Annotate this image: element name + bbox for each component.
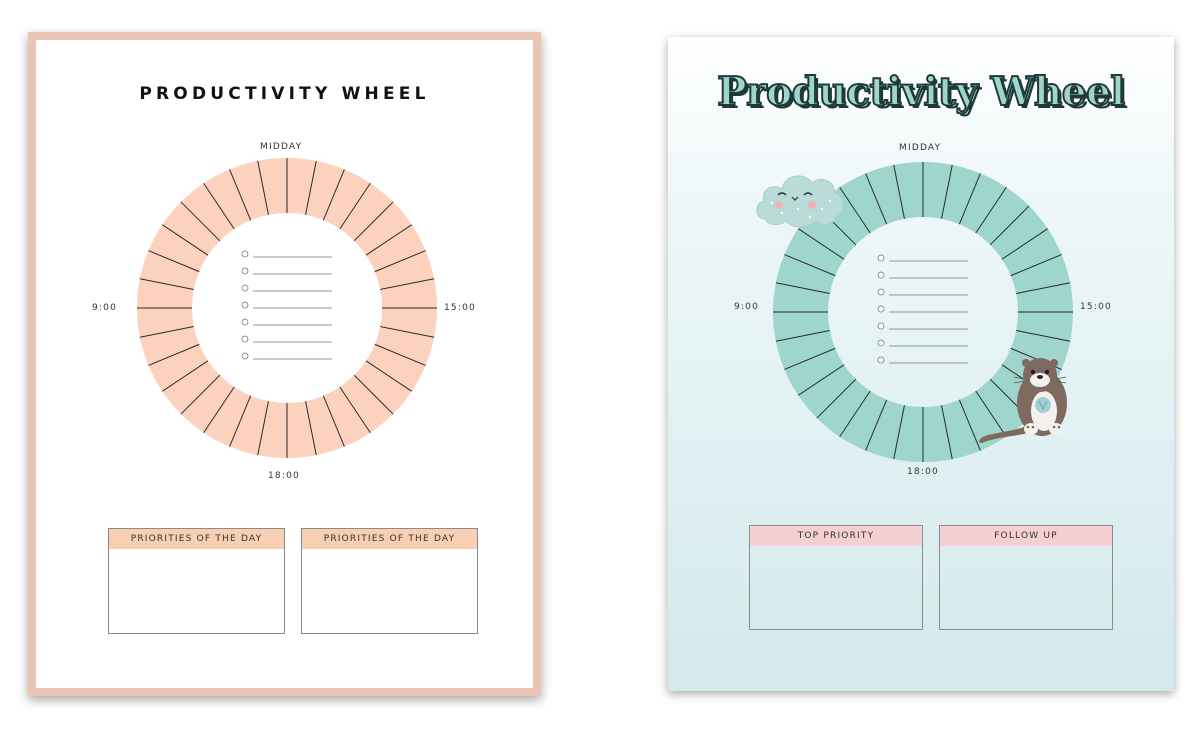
checkbox-icon <box>877 288 885 296</box>
checkbox-icon <box>241 352 249 360</box>
otter-illustration <box>979 358 1067 443</box>
label-midday: MIDDAY <box>899 143 942 153</box>
wheel-divider <box>203 183 235 230</box>
wheel-divider <box>893 164 905 219</box>
checkbox-icon <box>877 305 885 313</box>
wheel-divider <box>958 173 981 225</box>
label-15: 15:00 <box>1080 302 1112 312</box>
wheel-divider <box>148 343 200 366</box>
priorities-box[interactable]: PRIORITIES OF THE DAY <box>108 528 285 634</box>
wheel-divider <box>229 395 252 447</box>
wheel-divider <box>162 360 209 392</box>
wheel-divider <box>180 201 221 242</box>
label-18: 18:00 <box>907 467 939 477</box>
checkbox-icon <box>877 271 885 279</box>
sheet-title: PRODUCTIVITY WHEEL <box>139 84 430 104</box>
planner-sheet-mint: Productivity Wheel MIDDAY 9:00 15:00 18:… <box>668 37 1174 691</box>
wheel-divider <box>1001 228 1048 260</box>
label-9: 9:00 <box>734 302 760 312</box>
wheel-divider <box>798 364 845 396</box>
box-heading: TOP PRIORITY <box>750 526 922 546</box>
wheel-divider <box>380 326 435 338</box>
wheel-divider <box>1016 330 1071 342</box>
wheel-divider <box>162 224 209 256</box>
label-18: 18:00 <box>268 471 300 481</box>
label-15: 15:00 <box>444 303 476 313</box>
wheel-divider <box>865 399 888 451</box>
wheel-divider <box>339 183 371 230</box>
wheel-divider <box>353 201 394 242</box>
checkbox-icon <box>241 267 249 275</box>
wheel-divider <box>257 401 269 456</box>
wheel-divider <box>353 374 394 415</box>
wheel-divider <box>975 187 1007 234</box>
wheel-divider <box>139 278 194 290</box>
wheel-divider <box>203 386 235 433</box>
box-heading: PRIORITIES OF THE DAY <box>109 529 284 549</box>
wheel-divider <box>229 169 252 221</box>
checkbox-icon <box>241 318 249 326</box>
cloud-illustration <box>756 175 844 228</box>
wheel-divider <box>941 164 953 219</box>
wheel-divider <box>305 401 317 456</box>
follow-up-box[interactable]: FOLLOW UP <box>939 525 1113 630</box>
wheel-divider <box>816 378 857 419</box>
productivity-wheel <box>137 158 437 458</box>
wheel-divider <box>322 395 345 447</box>
checkbox-icon <box>241 335 249 343</box>
wheel-divider <box>380 278 435 290</box>
wheel-divider <box>975 390 1007 437</box>
label-midday: MIDDAY <box>260 142 303 152</box>
wheel-divider <box>958 399 981 451</box>
checkbox-icon <box>877 254 885 262</box>
wheel-divider <box>893 405 905 460</box>
wheel-divider <box>305 160 317 215</box>
box-heading: FOLLOW UP <box>940 526 1112 546</box>
checkbox-icon <box>241 301 249 309</box>
label-9: 9:00 <box>92 303 118 313</box>
wheel-divider <box>839 390 871 437</box>
wheel-divider <box>257 160 269 215</box>
box-heading: PRIORITIES OF THE DAY <box>302 529 477 549</box>
checkbox-icon <box>241 284 249 292</box>
wheel-divider <box>139 326 194 338</box>
wheel-divider <box>839 187 871 234</box>
wheel-divider <box>775 330 830 342</box>
checkbox-icon <box>241 250 249 258</box>
wheel-divider <box>941 405 953 460</box>
wheel-divider <box>775 282 830 294</box>
wheel-divider <box>339 386 371 433</box>
wheel-divider <box>784 254 836 277</box>
top-priority-box[interactable]: TOP PRIORITY <box>749 525 923 630</box>
checkbox-icon <box>877 356 885 364</box>
sheet-title: Productivity Wheel <box>716 68 1126 116</box>
wheel-divider <box>989 205 1030 246</box>
wheel-divider <box>784 347 836 370</box>
wheel-divider <box>1010 254 1062 277</box>
wheel-divider <box>374 343 426 366</box>
wheel-divider <box>1016 282 1071 294</box>
checkbox-icon <box>877 322 885 330</box>
wheel-divider <box>148 250 200 273</box>
wheel-divider <box>798 228 845 260</box>
wheel-divider <box>180 374 221 415</box>
wheel-divider <box>865 173 888 225</box>
priorities-box[interactable]: PRIORITIES OF THE DAY <box>301 528 478 634</box>
wheel-divider <box>365 224 412 256</box>
wheel-divider <box>365 360 412 392</box>
productivity-wheel <box>773 162 1073 462</box>
wheel-divider <box>374 250 426 273</box>
planner-sheet-peach: PRODUCTIVITY WHEEL MIDDAY 9:00 15:00 18:… <box>28 32 541 696</box>
wheel-divider <box>322 169 345 221</box>
checkbox-icon <box>877 339 885 347</box>
